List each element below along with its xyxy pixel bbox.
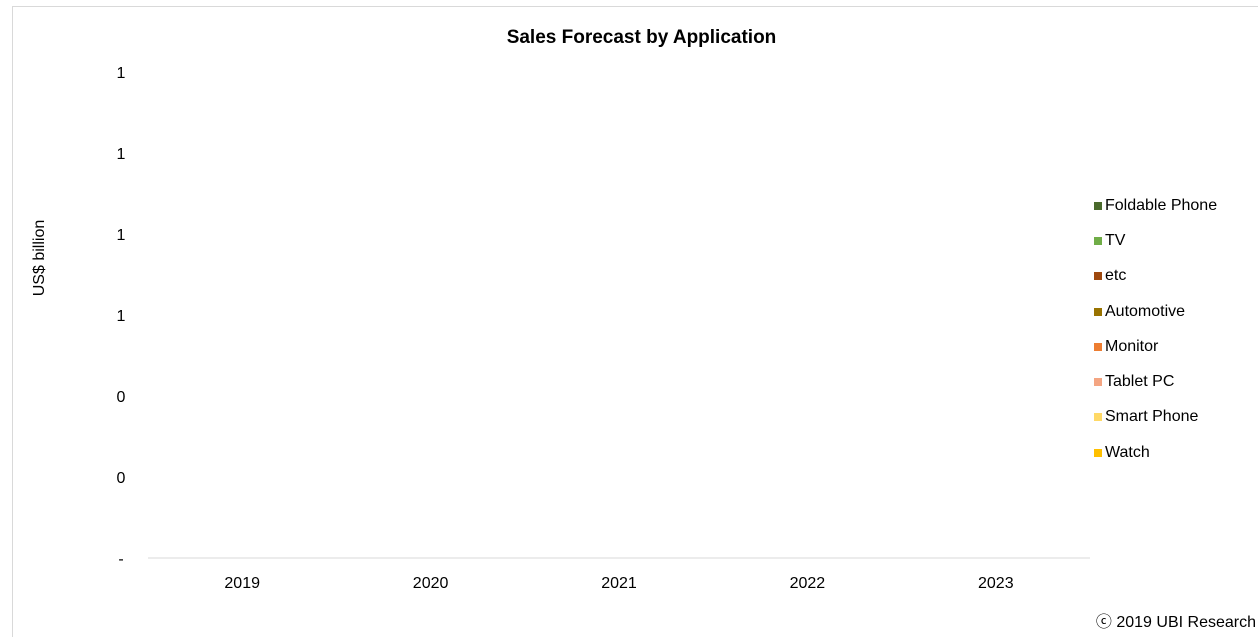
- legend-item: etc: [1094, 259, 1217, 294]
- y-tick-label: 1: [117, 308, 126, 325]
- legend-label: Smart Phone: [1105, 408, 1199, 426]
- legend-item: Tablet PC: [1094, 364, 1217, 399]
- legend-item: Monitor: [1094, 329, 1217, 364]
- legend-label: Monitor: [1105, 337, 1159, 355]
- legend-swatch: [1094, 272, 1102, 281]
- legend-swatch: [1094, 448, 1102, 457]
- legend-label: Watch: [1105, 443, 1150, 461]
- y-tick-label: 1: [117, 227, 126, 244]
- legend-swatch: [1094, 342, 1102, 351]
- legend-swatch: [1094, 201, 1102, 210]
- x-tick-label: 2020: [413, 575, 449, 592]
- x-tick-label: 2022: [790, 575, 826, 592]
- legend-swatch: [1094, 236, 1102, 245]
- x-tick-label: 2021: [601, 575, 637, 592]
- y-tick-label: 0: [117, 389, 126, 406]
- legend-item: Foldable Phone: [1094, 188, 1217, 223]
- chart-title: Sales Forecast by Application: [506, 27, 777, 48]
- y-tick-label: 1: [117, 146, 126, 163]
- y-tick-label: 1: [117, 65, 126, 82]
- legend-item: Watch: [1094, 435, 1217, 470]
- legend-swatch: [1094, 378, 1102, 387]
- chart-frame: [12, 6, 1258, 637]
- legend-label: Foldable Phone: [1105, 196, 1218, 214]
- legend-label: etc: [1105, 267, 1127, 285]
- legend-label: Automotive: [1105, 302, 1186, 320]
- y-tick-label: 0: [117, 470, 126, 487]
- legend-item: Automotive: [1094, 294, 1217, 329]
- legend-item: TV: [1094, 223, 1217, 258]
- copyright-notice: ⓒ 2019 UBI Research: [1095, 614, 1256, 631]
- legend: Foldable Phone TV etc Automotive Monitor Tabl…: [1094, 188, 1217, 470]
- legend-item: Smart Phone: [1094, 400, 1217, 435]
- legend-swatch: [1094, 307, 1102, 316]
- y-tick-label: -: [118, 551, 123, 568]
- x-tick-label: 2023: [978, 575, 1014, 592]
- x-tick-label: 2019: [224, 575, 260, 592]
- legend-label: Tablet PC: [1105, 373, 1175, 391]
- legend-swatch: [1094, 413, 1102, 422]
- legend-label: TV: [1105, 231, 1126, 249]
